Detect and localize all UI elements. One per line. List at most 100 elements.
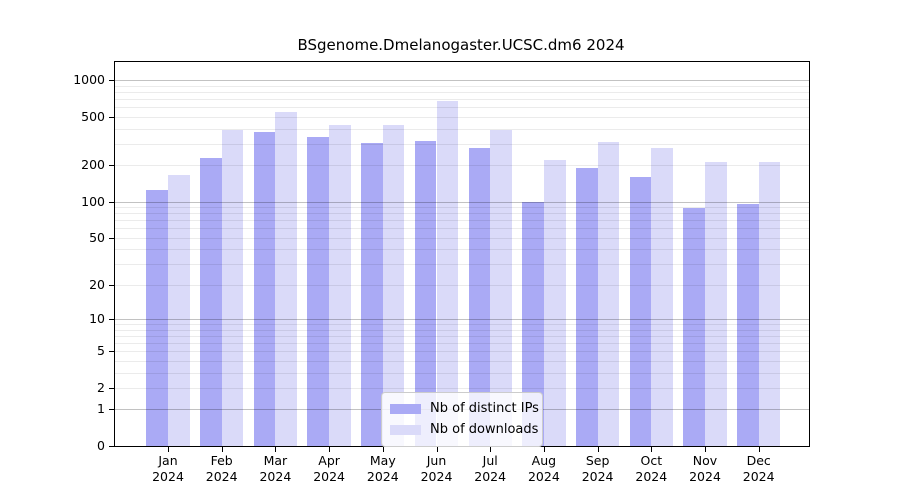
y-tick-label-1000: 1000 [73, 72, 105, 87]
x-tick-jul [490, 447, 492, 452]
minor-gridline-800 [115, 91, 809, 93]
bar-downloads-mar [275, 111, 298, 446]
minor-gridline-700 [115, 98, 809, 100]
plot-area: Nb of distinct IPs Nb of downloads [114, 61, 810, 447]
bar-distinct-ips-jul [468, 148, 491, 446]
minor-gridline-20 [115, 284, 809, 286]
minor-gridline-80 [115, 213, 809, 215]
x-tick-aug [543, 447, 545, 452]
x-tick-label-apr: Apr 2024 [313, 453, 345, 484]
bar-distinct-ips-may [361, 142, 383, 446]
minor-gridline-70 [115, 220, 809, 222]
x-tick-label-oct: Oct 2024 [635, 453, 668, 484]
minor-gridline-4 [115, 360, 809, 362]
y-tick-20 [109, 284, 114, 286]
bar-distinct-ips-dec [737, 204, 759, 446]
bar-downloads-may [382, 124, 405, 446]
x-tick-jun [436, 447, 438, 452]
x-tick-nov [705, 447, 706, 452]
y-tick-label-0: 0 [97, 438, 105, 453]
x-tick-apr [329, 447, 331, 452]
y-tick-5 [109, 351, 114, 353]
y-tick-200 [109, 165, 114, 167]
y-tick-label-1: 1 [97, 401, 105, 417]
minor-gridline-50 [115, 237, 809, 239]
bar-downloads-nov [705, 162, 727, 446]
y-tick-label-20: 20 [89, 276, 105, 292]
bar-downloads-dec [758, 161, 781, 446]
bar-distinct-ips-jun [414, 141, 437, 446]
legend-item-downloads: Nb of downloads [390, 419, 538, 440]
x-tick-dec [758, 447, 760, 452]
downloads-swatch [390, 424, 421, 435]
minor-gridline-6 [115, 342, 809, 344]
major-gridline-100 [115, 201, 809, 203]
bar-downloads-jan [168, 175, 190, 446]
y-tick-10 [109, 319, 114, 320]
x-tick-oct [651, 447, 653, 452]
minor-gridline-600 [115, 107, 809, 109]
y-tick-label-100: 100 [81, 193, 105, 209]
legend-item-distinct-ips: Nb of distinct IPs [390, 398, 539, 419]
x-tick-label-sep: Sep 2024 [581, 453, 614, 484]
x-tick-may [382, 447, 384, 452]
y-tick-100 [109, 201, 114, 203]
minor-gridline-200 [115, 165, 809, 167]
legend-label-downloads: Nb of downloads [430, 422, 539, 437]
chart-title: BSgenome.Dmelanogaster.UCSC.dm6 2024 [297, 36, 625, 54]
y-tick-1 [109, 409, 114, 411]
major-gridline-1000 [115, 80, 809, 81]
x-tick-label-nov: Nov 2024 [689, 453, 721, 484]
minor-gridline-7 [115, 335, 809, 337]
minor-gridline-90 [115, 207, 809, 209]
minor-gridline-8 [115, 329, 809, 331]
y-tick-50 [109, 237, 114, 239]
bar-downloads-jun [436, 101, 459, 446]
y-tick-2 [109, 387, 114, 389]
minor-gridline-400 [115, 128, 809, 130]
bar-downloads-oct [651, 148, 673, 446]
minor-gridline-500 [115, 116, 809, 118]
legend-label-distinct-ips: Nb of distinct IPs [430, 401, 539, 416]
bar-distinct-ips-aug [522, 201, 544, 446]
x-tick-jan [168, 447, 169, 452]
y-tick-500 [109, 116, 114, 118]
bar-distinct-ips-oct [629, 176, 652, 446]
y-tick-label-200: 200 [81, 157, 105, 173]
x-tick-label-aug: Aug 2024 [527, 453, 560, 484]
bar-downloads-apr [329, 124, 351, 446]
x-tick-label-jan: Jan 2024 [152, 453, 184, 484]
major-gridline-10 [115, 319, 809, 320]
minor-gridline-5 [115, 351, 809, 353]
minor-gridline-30 [115, 264, 809, 266]
x-tick-label-jul: Jul 2024 [474, 453, 507, 484]
legend: Nb of distinct IPs Nb of downloads [381, 392, 543, 447]
distinct-ips-swatch [390, 403, 421, 414]
minor-gridline-900 [115, 85, 809, 87]
y-tick-1000 [109, 80, 114, 81]
minor-gridline-9 [115, 324, 809, 325]
bar-distinct-ips-mar [253, 131, 276, 446]
x-tick-sep [597, 447, 599, 452]
bar-downloads-jul [490, 129, 512, 446]
x-tick-label-may: May 2024 [366, 453, 399, 484]
x-tick-label-mar: Mar 2024 [259, 453, 292, 484]
minor-gridline-40 [115, 249, 809, 251]
bar-downloads-aug [543, 160, 566, 446]
bar-downloads-feb [221, 129, 244, 446]
bar-downloads-sep [597, 142, 620, 446]
y-tick-label-10: 10 [89, 311, 105, 326]
x-tick-label-jun: Jun 2024 [420, 453, 453, 484]
bar-distinct-ips-apr [307, 137, 330, 446]
bar-distinct-ips-jan [146, 189, 168, 446]
y-tick-label-2: 2 [97, 379, 105, 395]
x-tick-mar [275, 447, 277, 452]
bar-distinct-ips-nov [683, 208, 705, 446]
minor-gridline-3 [115, 372, 809, 374]
x-tick-feb [221, 447, 223, 452]
minor-gridline-2 [115, 387, 809, 389]
y-tick-label-5: 5 [97, 343, 105, 359]
x-tick-label-dec: Dec 2024 [742, 453, 775, 484]
y-tick-0 [109, 446, 114, 447]
